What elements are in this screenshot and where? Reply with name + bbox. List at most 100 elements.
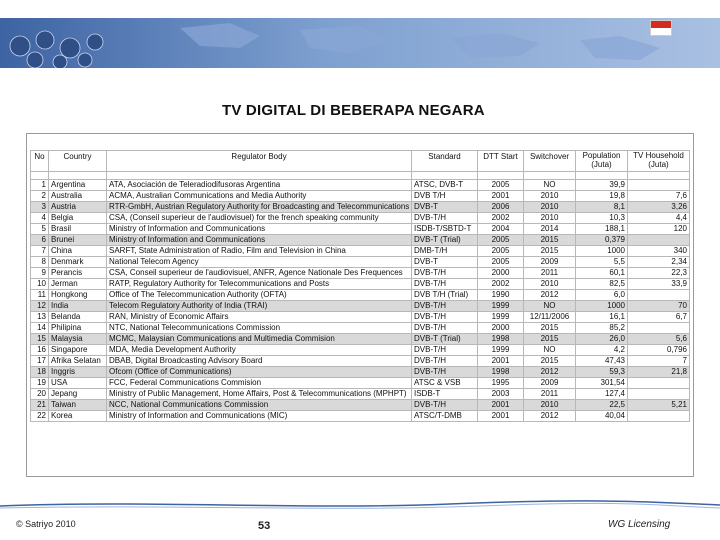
- row-standard: DVB-T/H: [411, 212, 478, 224]
- row-tv-household: 22,3: [627, 267, 690, 279]
- table-row: 14 Philipina NTC, National Telecommunicati…: [30, 322, 690, 334]
- row-standard: DVB-T/H: [411, 267, 478, 279]
- row-population: 5,5: [575, 256, 628, 268]
- row-population: 0,379: [575, 234, 628, 246]
- row-dtt-start: 1999: [477, 300, 524, 312]
- row-dtt-start: 2005: [477, 256, 524, 268]
- row-population: 19,8: [575, 190, 628, 202]
- row-no: 12: [30, 300, 49, 312]
- row-standard: DVB T/H: [411, 190, 478, 202]
- row-population: 127,4: [575, 388, 628, 400]
- row-no: 8: [30, 256, 49, 268]
- row-no: 9: [30, 267, 49, 279]
- row-country: Inggris: [48, 366, 107, 378]
- row-population: 85,2: [575, 322, 628, 334]
- row-population: 82,5: [575, 278, 628, 290]
- row-regulator: MDA, Media Development Authority: [106, 344, 412, 356]
- row-tv-household: [627, 234, 690, 246]
- row-switchover: 2015: [523, 322, 576, 334]
- row-standard: DVB-T (Trial): [411, 234, 478, 246]
- row-no: 1: [30, 179, 49, 191]
- row-no: 17: [30, 355, 49, 367]
- row-switchover: NO: [523, 344, 576, 356]
- row-country: Belanda: [48, 311, 107, 323]
- row-country: Brasil: [48, 223, 107, 235]
- row-switchover: 2012: [523, 289, 576, 301]
- table-row: 11 Hongkong Office of The Telecommunicatio…: [30, 289, 690, 301]
- row-tv-household: 120: [627, 223, 690, 235]
- row-switchover: 2010: [523, 212, 576, 224]
- table-row: 13 Belanda RAN, Ministry of Economic Affai…: [30, 311, 690, 323]
- row-regulator: RAN, Ministry of Economic Affairs: [106, 311, 412, 323]
- row-dtt-start: 1999: [477, 344, 524, 356]
- row-country: Afrika Selatan: [48, 355, 107, 367]
- table-row: 21 Taiwan NCC, National Communications Com…: [30, 399, 690, 411]
- row-no: 21: [30, 399, 49, 411]
- header-country: Country: [48, 150, 107, 172]
- row-tv-household: [627, 377, 690, 389]
- row-switchover: 2015: [523, 234, 576, 246]
- slide-title: TV DIGITAL DI BEBERAPA NEGARA: [222, 102, 485, 119]
- spacer-row: [30, 171, 690, 180]
- row-switchover: 2010: [523, 399, 576, 411]
- row-dtt-start: 2000: [477, 267, 524, 279]
- table-row: 4 Belgia CSA, (Conseil superieur de l'audi…: [30, 212, 690, 224]
- row-population: 22,5: [575, 399, 628, 411]
- row-no: 15: [30, 333, 49, 345]
- table-row: 16 Singapore MDA, Media Development Author…: [30, 344, 690, 356]
- row-standard: DVB-T/H: [411, 399, 478, 411]
- row-no: 7: [30, 245, 49, 257]
- header-dtt-start: DTT Start: [477, 150, 524, 172]
- row-switchover: 2010: [523, 201, 576, 213]
- row-population: 301,54: [575, 377, 628, 389]
- row-tv-household: [627, 179, 690, 191]
- row-no: 6: [30, 234, 49, 246]
- row-regulator: RTR-GmbH, Austrian Regulatory Authority …: [106, 201, 412, 213]
- table-row: 6 Brunei Ministry of Information and Commu…: [30, 234, 690, 246]
- row-dtt-start: 2005: [477, 234, 524, 246]
- row-tv-household: 33,9: [627, 278, 690, 290]
- table-header-row: No Country Regulator Body Standard DTT S…: [30, 150, 690, 172]
- row-standard: ATSC, DVB-T: [411, 179, 478, 191]
- row-switchover: 2009: [523, 377, 576, 389]
- row-regulator: Ministry of Information and Communicatio…: [106, 223, 412, 235]
- row-country: Argentina: [48, 179, 107, 191]
- table-row: 20 Jepang Ministry of Public Management, H…: [30, 388, 690, 400]
- row-population: 16,1: [575, 311, 628, 323]
- row-dtt-start: 2001: [477, 355, 524, 367]
- row-regulator: Ministry of Public Management, Home Affa…: [106, 388, 412, 400]
- row-country: Australia: [48, 190, 107, 202]
- row-country: USA: [48, 377, 107, 389]
- row-regulator: NTC, National Telecommunications Commiss…: [106, 322, 412, 334]
- row-no: 3: [30, 201, 49, 213]
- footer-copyright: © Satriyo 2010: [16, 519, 76, 529]
- row-dtt-start: 2005: [477, 179, 524, 191]
- row-switchover: 2011: [523, 388, 576, 400]
- row-dtt-start: 1990: [477, 289, 524, 301]
- row-switchover: 2010: [523, 278, 576, 290]
- row-tv-household: 0,796: [627, 344, 690, 356]
- row-regulator: Office of The Telecommunication Authorit…: [106, 289, 412, 301]
- row-country: Brunei: [48, 234, 107, 246]
- row-regulator: Telecom Regulatory Authority of India (T…: [106, 300, 412, 312]
- footer-section-label: WG Licensing: [608, 519, 671, 530]
- header-standard: Standard: [411, 150, 478, 172]
- row-dtt-start: 2002: [477, 278, 524, 290]
- row-tv-household: 4,4: [627, 212, 690, 224]
- row-switchover: 2010: [523, 190, 576, 202]
- row-tv-household: [627, 322, 690, 334]
- row-tv-household: 70: [627, 300, 690, 312]
- row-no: 11: [30, 289, 49, 301]
- row-country: Jepang: [48, 388, 107, 400]
- row-country: Perancis: [48, 267, 107, 279]
- country-table: No Country Regulator Body Standard DTT S…: [30, 150, 690, 422]
- table-row: 22 Korea Ministry of Information and Commu…: [30, 410, 690, 422]
- row-country: Hongkong: [48, 289, 107, 301]
- row-country: Philipina: [48, 322, 107, 334]
- row-switchover: 2015: [523, 333, 576, 345]
- row-dtt-start: 2001: [477, 410, 524, 422]
- row-regulator: ATA, Asociación de Teleradiodifusoras Ar…: [106, 179, 412, 191]
- header-population: Population (Juta): [575, 150, 628, 172]
- row-regulator: RATP, Regulatory Authority for Telecommu…: [106, 278, 412, 290]
- row-dtt-start: 2005: [477, 245, 524, 257]
